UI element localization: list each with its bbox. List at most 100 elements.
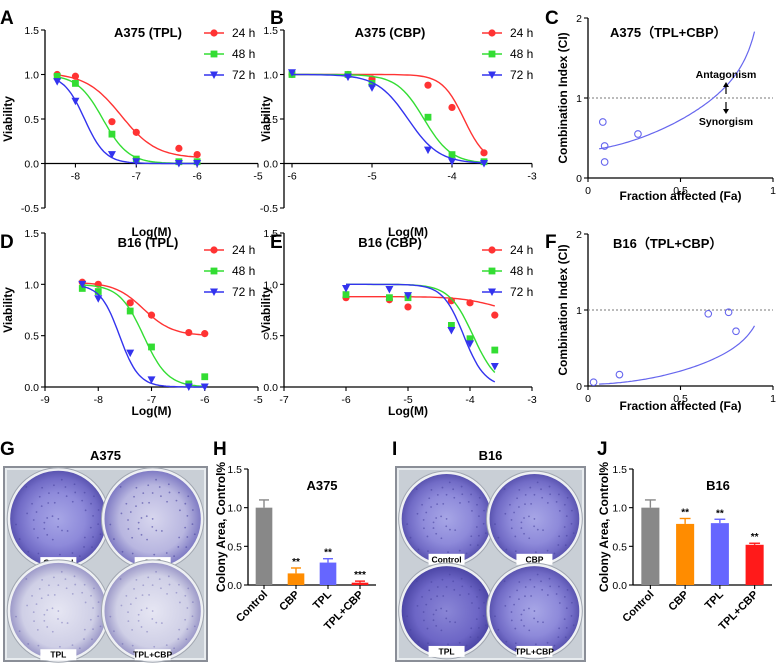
colony-speck [38, 587, 41, 590]
colony-speck [92, 607, 94, 609]
colony-speck [516, 497, 518, 500]
colony-speck [494, 523, 496, 526]
legend-marker [488, 29, 496, 37]
colony-speck [133, 495, 135, 498]
colony-speck [449, 528, 451, 531]
colony-speck [529, 486, 532, 489]
y-tick-label: 1.0 [612, 503, 627, 515]
y-tick-label: 0.5 [24, 114, 39, 126]
panel-label-h: H [213, 439, 227, 460]
colony-speck [131, 644, 134, 647]
x-tick-label: -6 [341, 394, 350, 406]
colony-speck [458, 641, 461, 644]
colony-speck [530, 503, 533, 505]
colony-speck [449, 620, 451, 623]
colony-speck [553, 644, 556, 647]
colony-speck [558, 627, 561, 630]
well-label: TPL [439, 646, 455, 656]
colony-speck [416, 605, 419, 607]
series-1: 48 h [342, 264, 533, 373]
legend-marker [210, 71, 218, 79]
chart-a: -0.5 0.0 0.5 1.0 1.5 -8 -7 -6 -5 Log(M) Viability A… [1, 25, 263, 239]
category-label: CBP [277, 589, 302, 614]
legend-label: 24 h [510, 243, 533, 257]
legend-label: 48 h [510, 47, 533, 61]
x-axis-label: Log(M) [132, 404, 172, 418]
colony-speck [514, 642, 517, 645]
legend-marker [210, 50, 218, 58]
colony-speck [175, 591, 178, 594]
y-tick-label: 1.5 [24, 228, 39, 240]
well [10, 562, 107, 660]
fit-curve [82, 282, 205, 336]
colony-speck [478, 515, 480, 517]
colony-speck [494, 615, 496, 618]
y-tick-label: 0.5 [227, 541, 242, 553]
colony-speck [18, 630, 21, 633]
colony-speck [47, 502, 50, 504]
colony-speck [135, 505, 137, 508]
colony-speck [484, 624, 487, 627]
colony-speck [553, 552, 556, 555]
colony-speck [151, 584, 154, 587]
colony-speck [166, 592, 168, 595]
colony-speck [441, 578, 444, 581]
colony-speck [141, 594, 144, 597]
colony-speck [458, 549, 461, 552]
x-tick-label: -3 [527, 394, 536, 406]
colony-speck [46, 517, 49, 519]
colony-speck [57, 610, 60, 612]
colony-speck [83, 546, 85, 548]
colony-speck [81, 591, 84, 594]
y-axis-label: Viability [1, 287, 15, 333]
colony-speck [191, 523, 194, 526]
colony-speck [177, 638, 180, 640]
colony-speck [91, 546, 93, 549]
colony-speck [99, 533, 102, 536]
colony-speck [147, 576, 150, 579]
x-tick-label: -4 [447, 171, 456, 183]
colony-speck [43, 521, 46, 524]
colony-speck [148, 594, 150, 596]
y-tick-label: 0.0 [612, 580, 627, 592]
colony-speck [454, 529, 457, 532]
colony-speck [453, 588, 456, 591]
colony-speck [73, 483, 76, 486]
x-tick-label: -5 [367, 171, 376, 183]
colony-speck [140, 626, 143, 628]
data-point [368, 84, 376, 92]
legend-marker [488, 246, 496, 254]
colony-speck [432, 521, 435, 524]
bar-3 [745, 544, 764, 585]
colony-speck [546, 549, 549, 552]
colony-speck [528, 515, 530, 518]
x-axis-label: Fraction affected (Fa) [619, 399, 741, 413]
colony-speck [191, 601, 194, 604]
bar-1 [287, 573, 305, 585]
data-point [480, 149, 488, 157]
x-tick-label: -6 [200, 394, 209, 406]
colony-speck [467, 593, 470, 595]
well-label: CBP [525, 554, 543, 564]
significance-label: ** [292, 557, 300, 568]
x-tick-label: -4 [465, 394, 474, 406]
colony-speck [27, 643, 30, 645]
data-point [447, 297, 455, 305]
colony-speck [43, 619, 46, 622]
data-point [480, 160, 488, 168]
colony-speck [563, 595, 566, 598]
colony-speck [92, 514, 94, 517]
colony-speck [41, 578, 44, 581]
panel-label-c: C [545, 8, 559, 29]
colony-speck [175, 499, 178, 502]
colony-speck [151, 618, 154, 620]
colony-speck [428, 497, 431, 500]
y-axis-label: Combination Index (CI) [556, 244, 570, 375]
colony-speck [453, 496, 456, 499]
colony-speck [35, 511, 38, 513]
colony-speck [477, 626, 480, 629]
colony-speck [43, 527, 46, 530]
colony-speck [546, 502, 549, 504]
colony-speck [93, 495, 95, 498]
colony-speck [422, 611, 425, 613]
